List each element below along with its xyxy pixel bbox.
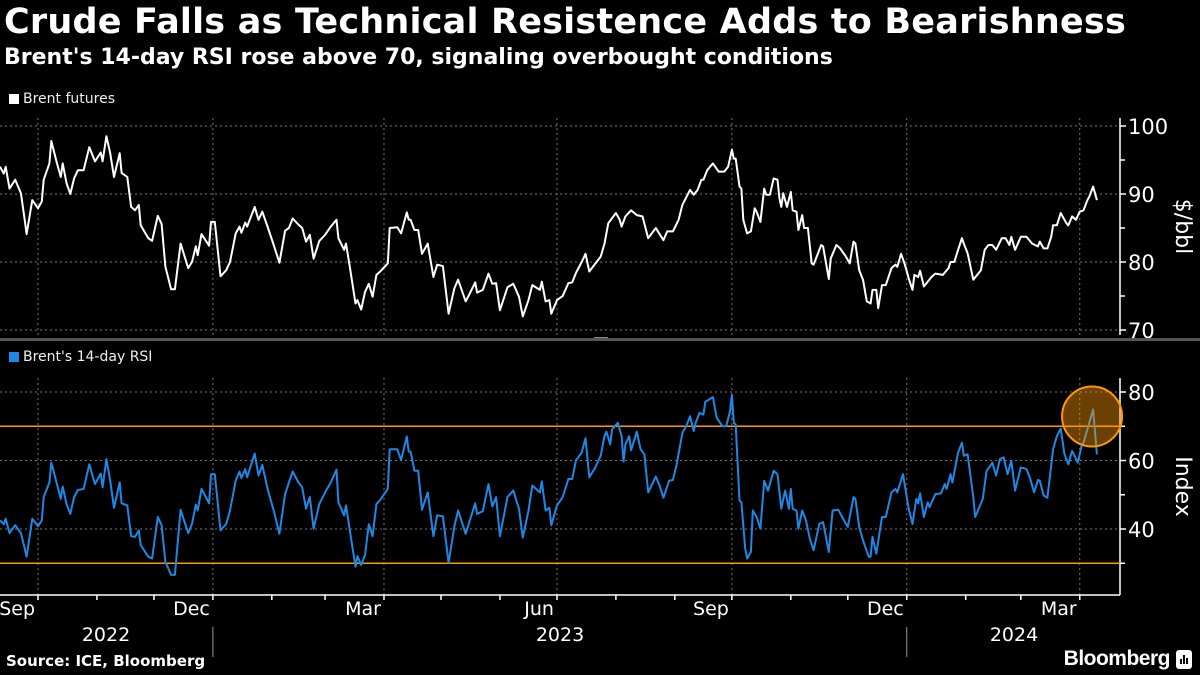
x-month-label: Dec bbox=[867, 598, 904, 620]
legend-brent: Brent futures bbox=[9, 91, 115, 107]
overbought-highlight-circle bbox=[1061, 385, 1124, 448]
chart-subtitle: Brent's 14-day RSI rose above 70, signal… bbox=[4, 45, 833, 70]
source-note: Source: ICE, Bloomberg bbox=[6, 652, 206, 670]
panel-divider bbox=[0, 338, 1200, 341]
legend-label-brent: Brent futures bbox=[23, 91, 115, 107]
brent-series-line bbox=[0, 135, 1098, 318]
x-month-label: Mar bbox=[345, 598, 381, 620]
x-month-label: Sep bbox=[693, 598, 729, 620]
x-month-label: Jun bbox=[523, 598, 554, 620]
brand-text: Bloomberg bbox=[1063, 647, 1171, 670]
x-year-label: 2023 bbox=[536, 624, 584, 646]
y-axis-label: Index bbox=[1170, 456, 1195, 517]
y-tick-label: 40 bbox=[1128, 518, 1155, 542]
legend-rsi: Brent's 14-day RSI bbox=[9, 349, 152, 365]
legend-label-rsi: Brent's 14-day RSI bbox=[23, 349, 153, 365]
y-tick-label: 80 bbox=[1128, 381, 1155, 405]
legend-swatch-rsi bbox=[9, 352, 19, 362]
x-month-label: Sep bbox=[0, 598, 35, 620]
y-tick-label: 80 bbox=[1128, 251, 1155, 275]
chart-title: Crude Falls as Technical Resistence Adds… bbox=[4, 2, 1126, 42]
bloomberg-logo: Bloomberg bbox=[1064, 647, 1192, 671]
panel-divider-handle bbox=[594, 337, 608, 338]
y-tick-label: 90 bbox=[1128, 183, 1155, 207]
y-tick-label: 100 bbox=[1128, 115, 1168, 139]
x-month-label: Mar bbox=[1041, 598, 1077, 620]
x-month-label: Dec bbox=[173, 598, 210, 620]
rsi-series-line bbox=[0, 393, 1098, 576]
bar-chart-icon bbox=[1176, 649, 1192, 669]
x-year-label: 2022 bbox=[82, 624, 130, 646]
legend-swatch-brent bbox=[9, 94, 19, 104]
y-axis-label: $/bbl bbox=[1170, 199, 1195, 254]
x-year-label: 2024 bbox=[990, 624, 1038, 646]
y-tick-label: 60 bbox=[1128, 450, 1155, 474]
